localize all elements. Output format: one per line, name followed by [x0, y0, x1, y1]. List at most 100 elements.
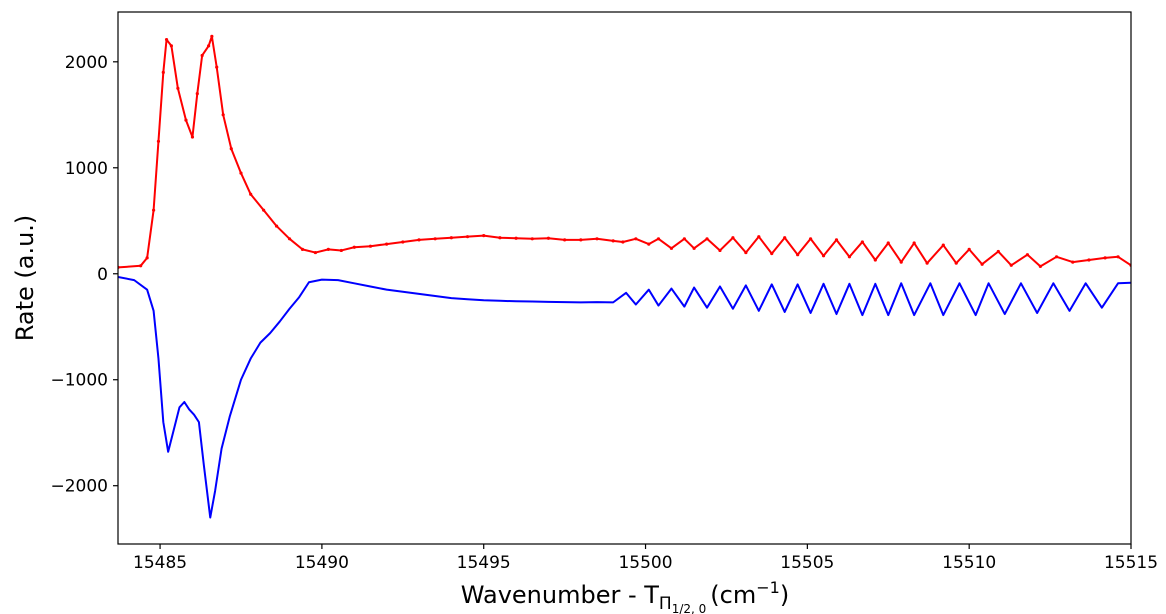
series-1-point	[369, 245, 372, 248]
series-1-point	[152, 209, 155, 212]
y-tick-label: −2000	[50, 477, 108, 497]
series-1-point	[705, 237, 708, 240]
series-1-point	[647, 242, 650, 245]
series-1-point	[1116, 255, 1119, 258]
series-1-point	[547, 237, 550, 240]
series-1-point	[514, 237, 517, 240]
series-1-point	[634, 237, 637, 240]
series-1-point	[262, 209, 265, 212]
series-1-point	[997, 250, 1000, 253]
series-1-point	[327, 248, 330, 251]
x-tick-label: 15510	[942, 553, 996, 573]
x-axis-label-unit-close: )	[780, 581, 789, 609]
series-1-point	[196, 92, 199, 95]
series-1-point	[981, 263, 984, 266]
series-1-point	[176, 87, 179, 90]
series-1-point	[146, 256, 149, 259]
series-1-point	[1087, 258, 1090, 261]
series-1-point	[210, 35, 213, 38]
series-1-point	[835, 238, 838, 241]
x-tick-label: 15500	[618, 553, 672, 573]
series-1-point	[1055, 255, 1058, 258]
series-1-point	[157, 140, 160, 143]
series-1-point	[385, 242, 388, 245]
series-1-point	[170, 44, 173, 47]
series-1-point	[417, 238, 420, 241]
series-1-point	[201, 54, 204, 57]
series-1-point	[401, 240, 404, 243]
series-1-point	[757, 235, 760, 238]
series-1-point	[1039, 265, 1042, 268]
series-1-point	[942, 244, 945, 247]
series-1-point	[165, 38, 168, 41]
series-2-line	[118, 277, 1131, 518]
series-1-point	[207, 44, 210, 47]
plot-frame	[118, 12, 1131, 544]
series-1-point	[434, 237, 437, 240]
series-1-point	[718, 249, 721, 252]
series-1-point	[955, 262, 958, 265]
series-1-point	[230, 147, 233, 150]
series-1-point	[926, 262, 929, 265]
series-1-point	[874, 258, 877, 261]
series-1-point	[612, 239, 615, 242]
series-1-line	[118, 36, 1131, 267]
series-1-point	[796, 253, 799, 256]
series-1-point	[531, 237, 534, 240]
series-1-point	[1026, 253, 1029, 256]
x-axis-label-unit-exponent: −1	[756, 578, 780, 597]
series-1-point	[1104, 256, 1107, 259]
axes: 15485 15490 15495 15500 15505 15510 15515 −2000…	[50, 12, 1158, 573]
series-1-point	[848, 255, 851, 258]
series-1-point	[1010, 264, 1013, 267]
series-1-point	[450, 236, 453, 239]
series-1-point	[191, 135, 194, 138]
series-1-point	[913, 241, 916, 244]
series-1-point	[621, 240, 624, 243]
x-axis-label: Wavenumber - TΠ1/2, 0 (cm−1)	[461, 578, 789, 614]
y-tick-label: 0	[97, 265, 108, 285]
series-1-point	[887, 241, 890, 244]
y-tick-label: −1000	[50, 371, 108, 391]
series-1-point	[301, 248, 304, 251]
y-tick-label: 1000	[65, 159, 108, 179]
x-tick-label: 15485	[133, 553, 187, 573]
series-1-point	[579, 238, 582, 241]
series-1-point	[288, 237, 291, 240]
series-1-point	[731, 236, 734, 239]
series-1-point	[861, 240, 864, 243]
x-tick-label: 15515	[1104, 553, 1158, 573]
series-1-point	[670, 247, 673, 250]
series-1-point	[466, 235, 469, 238]
series-1-point	[275, 224, 278, 227]
series-1-point	[657, 237, 660, 240]
series-1-point	[683, 237, 686, 240]
series-1-point	[162, 71, 165, 74]
y-tick-label: 2000	[65, 53, 108, 73]
series-1-point	[595, 237, 598, 240]
series-1-point	[822, 254, 825, 257]
series-1-point	[249, 193, 252, 196]
x-axis-label-unit: (cm	[710, 581, 756, 609]
x-axis-label-prefix: Wavenumber - T	[461, 581, 659, 609]
series-1-point	[353, 246, 356, 249]
series-1-point	[900, 261, 903, 264]
series-1-point	[770, 252, 773, 255]
series-1-point	[314, 251, 317, 254]
series-1-point	[340, 249, 343, 252]
plot-lines	[116, 35, 1132, 518]
series-1-point	[809, 237, 812, 240]
series-1-point	[239, 171, 242, 174]
series-1-point	[692, 247, 695, 250]
series-1-point	[783, 236, 786, 239]
series-1-point	[498, 236, 501, 239]
x-tick-label: 15505	[780, 553, 834, 573]
x-tick-label: 15495	[457, 553, 511, 573]
x-tick-label: 15490	[295, 553, 349, 573]
series-1-point	[744, 251, 747, 254]
series-1-point	[139, 264, 142, 267]
y-axis-label: Rate (a.u.)	[11, 215, 39, 342]
series-1-point	[222, 113, 225, 116]
x-axis-label-subsubscript: 1/2, 0	[672, 602, 707, 614]
